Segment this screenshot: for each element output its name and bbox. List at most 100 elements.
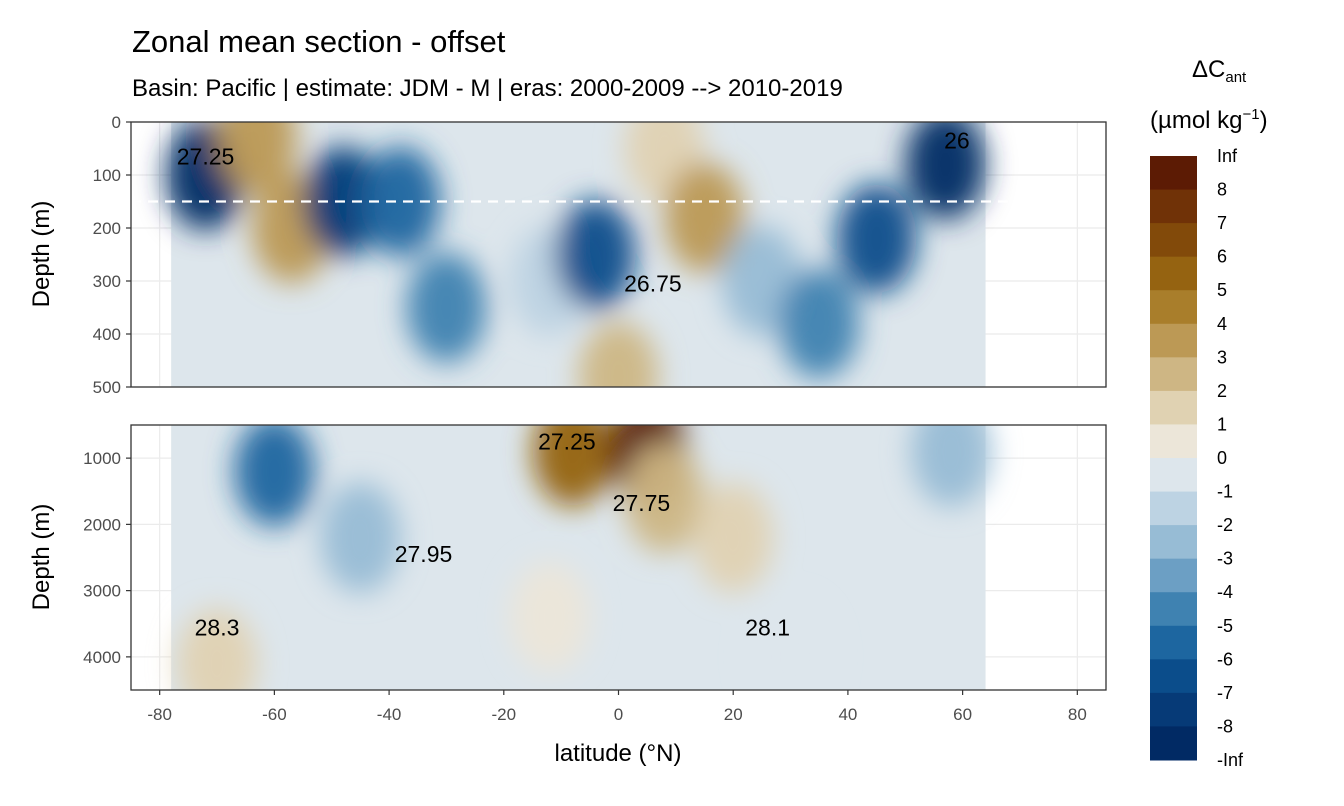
legend-swatch bbox=[1150, 592, 1197, 627]
legend-break-label: -6 bbox=[1217, 649, 1233, 669]
legend-swatch bbox=[1150, 357, 1197, 392]
legend-title-subscript: ant bbox=[1225, 69, 1247, 86]
legend-swatch bbox=[1150, 223, 1197, 258]
lower-panel: 27.25 27.75 27.95 28.3 28.1 1000 2000 3000 4000 bbox=[83, 424, 1107, 691]
field-clip bbox=[165, 122, 986, 387]
legend-break-label: 1 bbox=[1217, 414, 1227, 434]
contour-label: 26.75 bbox=[624, 271, 682, 297]
legend-swatch bbox=[1150, 726, 1197, 761]
y-tick-label: 0 bbox=[112, 113, 121, 132]
chart-title: Zonal mean section - offset bbox=[132, 24, 506, 59]
y-tick-label: 300 bbox=[93, 272, 121, 291]
contour-label: 26 bbox=[944, 128, 970, 154]
legend-break-label: -5 bbox=[1217, 616, 1233, 636]
field-cell bbox=[578, 321, 659, 387]
contour-label: 28.3 bbox=[195, 615, 240, 641]
legend-units: (µmol kg−1) bbox=[1150, 106, 1268, 135]
legend-swatch bbox=[1150, 558, 1197, 593]
y-tick-label: 400 bbox=[93, 325, 121, 344]
legend-title: ΔCant bbox=[1192, 56, 1246, 86]
field-cell bbox=[664, 162, 745, 273]
field-blobs bbox=[165, 122, 986, 387]
y-tick-label: 1000 bbox=[83, 449, 121, 468]
field-cell bbox=[360, 146, 441, 257]
legend-swatch bbox=[1150, 625, 1197, 660]
x-tick-label: -60 bbox=[262, 705, 287, 724]
legend-swatch bbox=[1150, 156, 1197, 191]
legend-swatch bbox=[1150, 323, 1197, 358]
field-cell bbox=[532, 425, 613, 507]
y-tick-label: 3000 bbox=[83, 582, 121, 601]
legend-break-label: -1 bbox=[1217, 482, 1233, 502]
legend-swatch bbox=[1150, 491, 1197, 526]
contour-label: 27.75 bbox=[613, 490, 671, 516]
y-tick-label: 2000 bbox=[83, 515, 121, 534]
field-cell bbox=[905, 122, 986, 220]
field-blobs bbox=[177, 425, 992, 690]
legend-break-label: -4 bbox=[1217, 582, 1233, 602]
x-tick-label: -40 bbox=[377, 705, 402, 724]
x-tick-label: -20 bbox=[492, 705, 517, 724]
legend-swatch bbox=[1150, 390, 1197, 425]
y-axis-title-lower: Depth (m) bbox=[28, 504, 55, 611]
field-cell bbox=[779, 268, 860, 379]
legend-break-label: 0 bbox=[1217, 448, 1227, 468]
legend-break-label: 5 bbox=[1217, 280, 1227, 300]
legend-break-label: 4 bbox=[1217, 314, 1227, 334]
legend-break-label: 8 bbox=[1217, 180, 1227, 200]
x-tick-label: 0 bbox=[614, 705, 623, 724]
panel-border bbox=[130, 121, 1107, 388]
field-cell bbox=[234, 425, 315, 527]
field-clip bbox=[171, 425, 992, 690]
y-axis-title-upper: Depth (m) bbox=[28, 201, 55, 308]
x-axis-title: latitude (°N) bbox=[555, 740, 682, 767]
field-cell bbox=[555, 199, 636, 310]
x-tick-label: 60 bbox=[953, 705, 972, 724]
legend-break-label: -Inf bbox=[1217, 750, 1244, 770]
x-tick-label: 40 bbox=[838, 705, 857, 724]
field-cell bbox=[406, 252, 487, 363]
legend-swatch bbox=[1150, 659, 1197, 694]
legend-swatch bbox=[1150, 458, 1197, 493]
legend-swatch bbox=[1150, 290, 1197, 325]
legend-break-label: 6 bbox=[1217, 247, 1227, 267]
legend-units-superscript: −1 bbox=[1242, 106, 1260, 123]
legend-break-label: 7 bbox=[1217, 213, 1227, 233]
field-cell bbox=[217, 122, 298, 193]
legend-colorbar: Inf 8 7 6 5 4 3 2 1 0 -1 -2 -3 -4 -5 -6 -7 -8 -Inf bbox=[1150, 146, 1244, 770]
legend-units-main: (µmol kg bbox=[1150, 107, 1243, 134]
contour-label: 28.1 bbox=[745, 615, 790, 641]
legend-swatch bbox=[1150, 692, 1197, 727]
legend-break-label: 3 bbox=[1217, 347, 1227, 367]
contour-label: 27.25 bbox=[177, 143, 235, 169]
y-tick-label: 100 bbox=[93, 166, 121, 185]
contour-label: 27.95 bbox=[395, 541, 453, 567]
x-tick-label: 20 bbox=[724, 705, 743, 724]
field-cell bbox=[177, 608, 258, 690]
legend-break-label: -8 bbox=[1217, 716, 1233, 736]
x-axis: -80 -60 -40 -20 0 20 40 60 80 bbox=[147, 690, 1087, 724]
legend-break-label: -3 bbox=[1217, 549, 1233, 569]
legend-break-label: -2 bbox=[1217, 515, 1233, 535]
legend-units-close: ) bbox=[1259, 107, 1268, 134]
legend-break-label: -7 bbox=[1217, 683, 1233, 703]
legend-break-label: 2 bbox=[1217, 381, 1227, 401]
y-tick-label: 200 bbox=[93, 219, 121, 238]
contour-label: 27.25 bbox=[538, 429, 596, 455]
field-cell bbox=[320, 482, 401, 593]
y-tick-label: 500 bbox=[93, 378, 121, 397]
legend-swatch bbox=[1150, 256, 1197, 291]
legend-break-label: Inf bbox=[1217, 146, 1238, 166]
x-tick-label: -80 bbox=[147, 705, 172, 724]
y-tick-label: 4000 bbox=[83, 648, 121, 667]
field-cell bbox=[911, 425, 992, 507]
upper-panel: 27.25 26.75 26 0 100 200 300 400 500 bbox=[93, 113, 1336, 397]
field-cell bbox=[836, 183, 917, 294]
x-tick-label: 80 bbox=[1068, 705, 1087, 724]
chart-subtitle: Basin: Pacific | estimate: JDM - M | era… bbox=[132, 75, 843, 102]
legend-swatch bbox=[1150, 525, 1197, 560]
field-cell bbox=[509, 562, 590, 673]
legend-title-main: ΔC bbox=[1192, 56, 1226, 83]
field-cell bbox=[693, 482, 774, 593]
